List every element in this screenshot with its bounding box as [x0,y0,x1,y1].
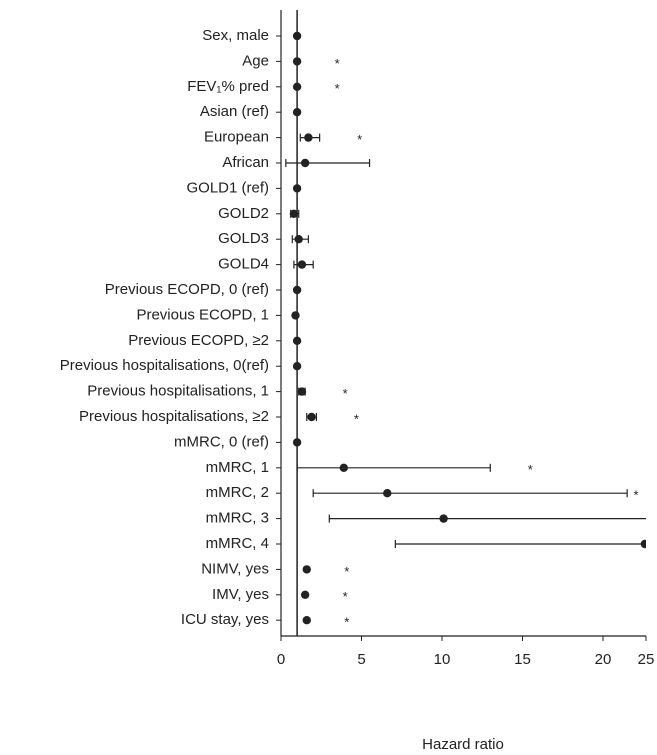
significance-star: * [344,564,349,579]
y-tick-label: Previous ECOPD, ≥2 [128,332,269,349]
point [304,133,313,142]
x-axis-title: Hazard ratio [422,736,504,753]
y-tick-label: Age [242,52,269,69]
significance-star: * [528,462,533,477]
significance-star: * [354,411,359,426]
point [307,412,316,422]
point [439,514,448,523]
point [300,590,310,599]
significance-star: * [633,488,638,503]
significance-star: * [343,386,348,401]
point [339,463,348,472]
y-tick-label: African [222,154,269,171]
y-tick-label: Previous hospitalisations, 1 [87,383,269,400]
y-tick-label: mMRC, 1 [206,459,269,476]
y-tick-label: GOLD2 [218,205,269,222]
plot-area [285,31,646,625]
significance-star: * [335,56,340,71]
y-tick-label: Asian (ref) [200,103,269,120]
y-tick-label: NIMV, yes [201,560,269,577]
y-tick-label: GOLD3 [218,230,269,247]
y-tick-label: Previous hospitalisations, ≥2 [79,408,269,425]
y-tick-label: GOLD4 [218,256,269,273]
x-tick-label: 10 [434,651,451,668]
y-tick-label: IMV, yes [212,586,269,603]
point [297,260,307,269]
x-tick-label: 5 [357,651,365,668]
y-tick-label: mMRC, 0 (ref) [174,433,269,450]
point [302,565,311,574]
point [297,387,307,396]
y-tick-label: Previous ECOPD, 0 (ref) [105,281,269,298]
point [294,235,303,244]
x-tick-label: 20 [595,651,612,668]
significance-star: * [357,132,362,147]
x-tick-label: 0 [277,651,285,668]
point [383,489,392,498]
y-tick-label: mMRC, 3 [206,510,269,527]
point [640,539,646,549]
y-tick-label: Previous ECOPD, 1 [136,306,269,323]
y-tick-label: FEV₁% pred [187,78,269,95]
y-tick-label: ICU stay, yes [181,611,269,628]
x-tick-label: 25 [638,651,655,668]
y-tick-label: European [204,129,269,146]
x-tick-label: 15 [514,651,531,668]
point [300,158,310,168]
y-tick-label: Previous hospitalisations, 0(ref) [60,357,269,374]
y-tick-label: mMRC, 4 [206,535,269,552]
significance-star: * [335,81,340,96]
y-tick-label: mMRC, 2 [206,484,269,501]
point [291,311,300,320]
y-tick-label: Sex, male [202,27,269,44]
point [302,616,311,625]
point [289,209,299,218]
significance-star: * [344,615,349,630]
y-tick-label: GOLD1 (ref) [186,179,269,196]
significance-star: * [343,589,348,604]
